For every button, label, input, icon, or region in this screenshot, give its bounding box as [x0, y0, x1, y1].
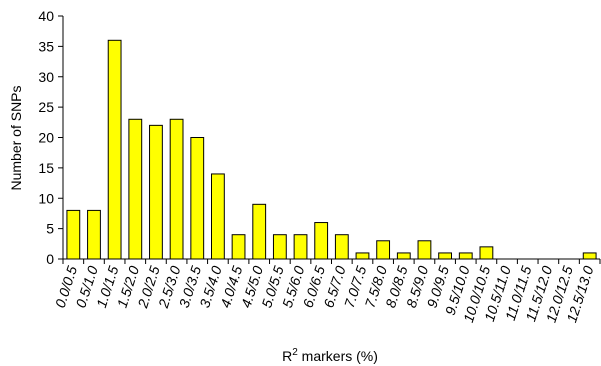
bar-5-0-5-5: [272, 234, 287, 260]
bar-0-0-0-5: [66, 209, 81, 260]
y-axis: 0 5 10 15 20 25 30 35 40: [38, 8, 64, 267]
y-tick-label: 25: [38, 99, 54, 115]
y-axis-title: Number of SNPs: [8, 85, 24, 190]
bar-1-5-2-0: [128, 118, 143, 260]
bar-6-0-6-5: [314, 222, 329, 260]
bar-7-5-8-0: [376, 240, 391, 260]
x-axis-title-main: R: [282, 348, 292, 364]
bar-9-5-10-0: [458, 252, 473, 260]
bars-group: [66, 39, 597, 260]
bar-12-5-13-0: [582, 252, 597, 260]
bar-7-0-7-5: [355, 252, 370, 260]
bar-4-5-5-0: [252, 203, 267, 260]
y-tick-label: 30: [38, 69, 54, 85]
y-tick-label: 5: [46, 221, 54, 237]
bar-0-5-1-0: [87, 209, 101, 260]
bar-3-5-4-0: [211, 173, 225, 260]
bar-3-0-3-5: [190, 137, 205, 260]
bar-1-0-1-5: [107, 39, 122, 260]
y-tick-label: 15: [38, 160, 54, 176]
y-tick-label: 35: [38, 38, 54, 54]
x-axis-title-superscript: 2: [292, 347, 298, 358]
x-axis-title-rest: markers (%): [298, 348, 378, 364]
y-tick-label: 40: [38, 8, 54, 24]
bar-2-0-2-5: [149, 124, 163, 260]
bar-9-0-9-5: [438, 252, 453, 260]
x-axis-title: R2 markers (%): [282, 347, 378, 364]
bar-8-5-9-0: [417, 240, 432, 260]
y-tick-label: 0: [46, 251, 54, 267]
bar-5-5-6-0: [293, 234, 308, 260]
bar-6-5-7-0: [334, 234, 349, 260]
y-tick-label: 10: [38, 190, 54, 206]
bar-10-0-10-5: [479, 246, 494, 260]
x-axis: 0.0/0.50.5/1.01.0/1.51.5/2.02.0/2.52.5/3…: [52, 258, 601, 324]
y-tick-label: 20: [38, 130, 54, 146]
bar-8-0-8-5: [396, 252, 411, 260]
bar-4-0-4-5: [231, 234, 246, 260]
bar-2-5-3-0: [169, 118, 184, 260]
